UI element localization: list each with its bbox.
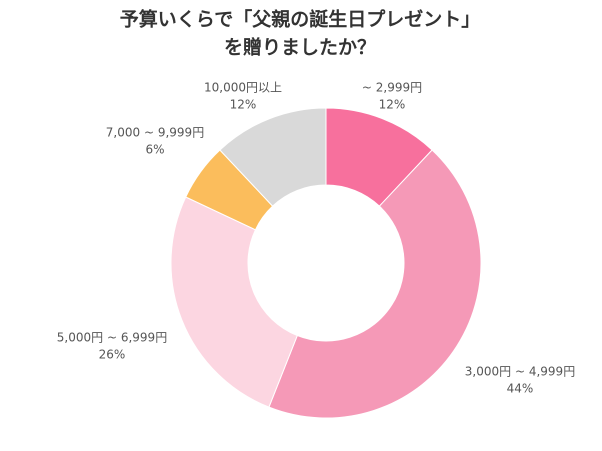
slice-label: 5,000円 ~ 6,999円 (57, 331, 167, 345)
slice-value-label: 12% (379, 98, 406, 112)
slice-value-label: 12% (230, 98, 257, 112)
slice-value-label: 6% (145, 143, 164, 157)
slice-label: 3,000円 ~ 4,999円 (465, 365, 575, 379)
slice-label: ~ 2,999円 (362, 81, 422, 95)
chart-title: 予算いくらで「父親の誕生日プレゼント」 (120, 8, 480, 31)
donut-slice (268, 149, 482, 419)
chart-title: を贈りましたか？ (224, 36, 376, 59)
slice-value-label: 44% (507, 382, 534, 396)
slice-value-label: 26% (99, 348, 126, 362)
slice-label: 10,000円以上 (204, 81, 282, 95)
donut-slice (219, 107, 327, 207)
donut-slice (170, 196, 298, 408)
slice-label: 7,000 ~ 9,999円 (106, 126, 204, 140)
